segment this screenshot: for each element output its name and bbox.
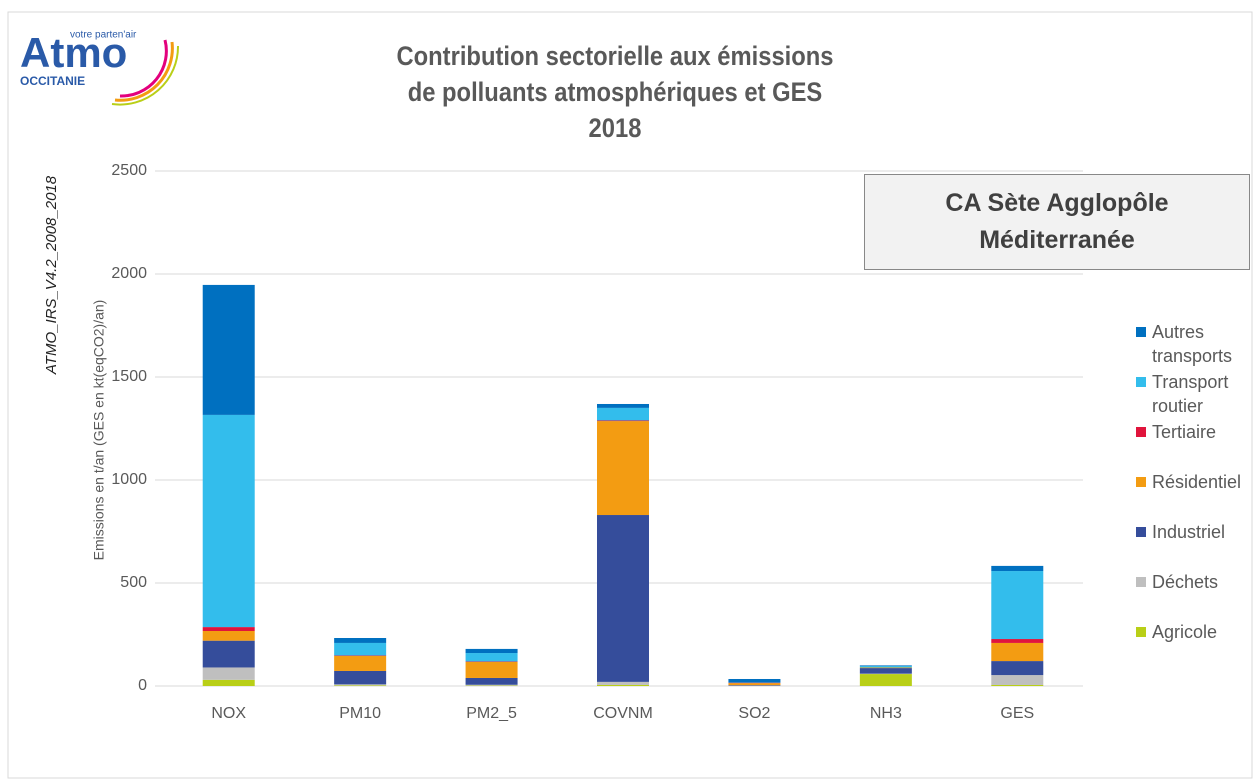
legend-label: Déchets [1152,572,1219,592]
y-axis-label: Emissions en t/an (GES en kt(eqCO2)/an) [91,300,107,561]
bar-segment [597,420,649,422]
legend-label: Transport routier [1152,372,1229,416]
bar-segment [859,666,912,668]
y-tick-label: 1000 [111,471,147,488]
x-tick-label: SO2 [738,705,770,722]
legend-label: Autres transports [1152,322,1233,366]
frame [7,11,1253,779]
bar-segment [334,638,387,643]
bar-segment [597,684,649,686]
logo-arc [111,45,180,106]
bar-segment [991,642,1044,662]
legend-swatch [1136,527,1146,537]
bar-segment [334,685,387,686]
x-tick-label: COVNM [593,705,653,722]
bar-segment [859,665,912,667]
bar-segment [991,571,1044,640]
source: ATMO_IRS_V4.2_2008_2018 [43,175,60,375]
legend-label: Agricole [1152,622,1218,642]
bar-segment [859,674,912,686]
bar-segment [465,653,518,662]
legend-item: Résidentiel [1136,470,1254,494]
bar-segment [334,655,387,671]
bar-segment [991,661,1044,676]
legend-item: Autres transports [1136,320,1254,368]
bar-segment [202,414,255,628]
legend-item: Tertiaire [1136,420,1254,444]
bar-segment [465,677,518,685]
bar-segment [728,685,781,686]
bar-segment [465,684,518,686]
legend-item: Agricole [1136,620,1254,644]
bar-segment [202,640,255,668]
bar-segment [334,670,387,685]
legend-swatch [1136,327,1146,337]
bar-segment [202,627,255,631]
x-tick-label: PM2_5 [466,705,517,722]
y-tick-label: 2500 [111,162,147,179]
legend-swatch [1136,477,1146,487]
bar-segment [991,684,1044,686]
y-tick-label: 1500 [111,368,147,385]
legend-swatch [1136,577,1146,587]
legend-swatch [1136,627,1146,637]
subtitle: 2018 [588,113,642,143]
annotation-box: CA Sète Agglopôle Méditerranée [864,174,1250,270]
bar-segment [728,683,781,686]
logo-arc [114,41,174,102]
legend-swatch [1136,427,1146,437]
bar-segment [202,284,255,415]
y-tick-label: 2000 [111,265,147,282]
bar-segment [597,681,649,685]
bar-segment [465,661,518,678]
legend-swatch [1136,377,1146,387]
bar-segment [859,668,912,674]
logo-name: Atmo [20,29,127,76]
legend-label: Résidentiel [1152,472,1242,492]
bar-segment [728,678,781,683]
bar-segment [597,403,649,408]
bar-segment [859,667,912,669]
bar-segment [202,667,255,680]
bar-segment [991,639,1044,643]
bar-segment [597,421,649,516]
legend-item: Déchets [1136,570,1254,594]
chart-title: Contribution sectorielle aux émissions d… [364,38,866,146]
logo-region: OCCITANIE [20,74,85,88]
bar-segment [465,648,518,654]
x-tick-label: NOX [211,705,246,722]
legend-label: Industriel [1152,522,1226,542]
legend-item: Transport routier [1136,370,1254,418]
bar-segment [202,630,255,641]
bar-segment [991,675,1044,685]
x-tick-label: PM10 [339,705,381,722]
bar-segment [597,407,649,421]
logo-arc [119,39,168,98]
bar-segment [991,565,1044,572]
legend-label: Tertiaire [1152,422,1217,442]
bar-segment [597,515,649,682]
y-tick-label: 500 [120,574,147,591]
logo-tagline: votre parten'air [70,30,137,41]
y-tick-label: 0 [138,677,147,694]
legend-item: Industriel [1136,520,1254,544]
x-tick-label: NH3 [870,705,902,722]
bar-segment [202,679,255,686]
bar-segment [334,684,387,686]
bar-segment [334,642,387,656]
title: Contribution sectorielle aux émissions d… [396,41,834,107]
x-tick-label: GES [1000,705,1034,722]
